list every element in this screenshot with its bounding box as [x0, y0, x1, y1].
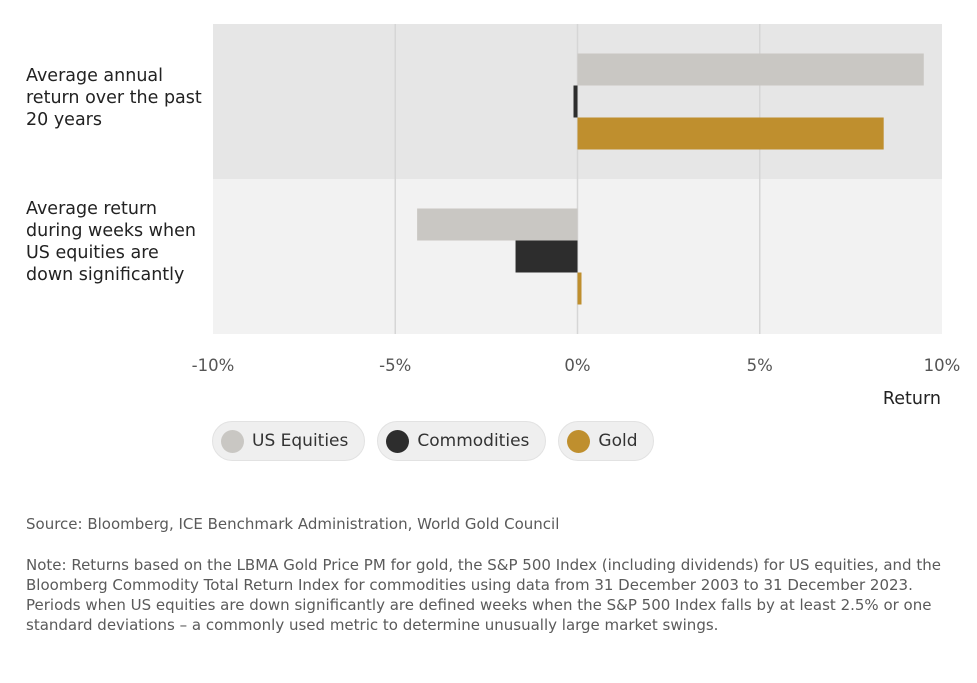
bar-us-equities-0 [577, 53, 924, 86]
legend-item-us-equities[interactable]: US Equities [212, 421, 366, 461]
legend-swatch-us-equities [221, 429, 244, 453]
source-text: Source: Bloomberg, ICE Benchmark Adminis… [26, 515, 560, 533]
x-tick-label: 0% [564, 356, 590, 375]
category-label-annual: Average annual return over the past 20 y… [26, 66, 202, 130]
x-tick-label: -10% [192, 356, 235, 375]
legend-swatch-gold [567, 429, 591, 453]
note-text: Note: Returns based on the LBMA Gold Pri… [26, 555, 946, 635]
x-tick-label: 10% [924, 356, 961, 375]
bar-commodities-1 [515, 240, 578, 273]
category-label-down-weeks: Average return during weeks when US equi… [26, 199, 196, 285]
legend: US Equities Commodities Gold [212, 421, 655, 461]
bar-gold-1 [577, 272, 582, 305]
x-axis-title: Return [882, 389, 941, 409]
chart-plot: -10% -5% 0% 5% 10% [192, 24, 961, 375]
note-paragraph-2: Periods when US equities are down signif… [26, 596, 932, 634]
bar-gold-0 [577, 117, 884, 150]
legend-item-gold[interactable]: Gold [558, 421, 655, 461]
legend-label-us-equities: US Equities [252, 431, 349, 451]
legend-swatch-commodities [386, 429, 410, 453]
legend-label-gold: Gold [598, 431, 638, 451]
note-paragraph-1: Note: Returns based on the LBMA Gold Pri… [26, 556, 941, 594]
x-tick-label: -5% [379, 356, 411, 375]
legend-label-commodities: Commodities [417, 431, 530, 451]
x-tick-label: 5% [747, 356, 773, 375]
legend-item-commodities[interactable]: Commodities [377, 421, 547, 461]
bar-commodities-0 [573, 85, 578, 118]
bar-us-equities-1 [417, 208, 578, 241]
